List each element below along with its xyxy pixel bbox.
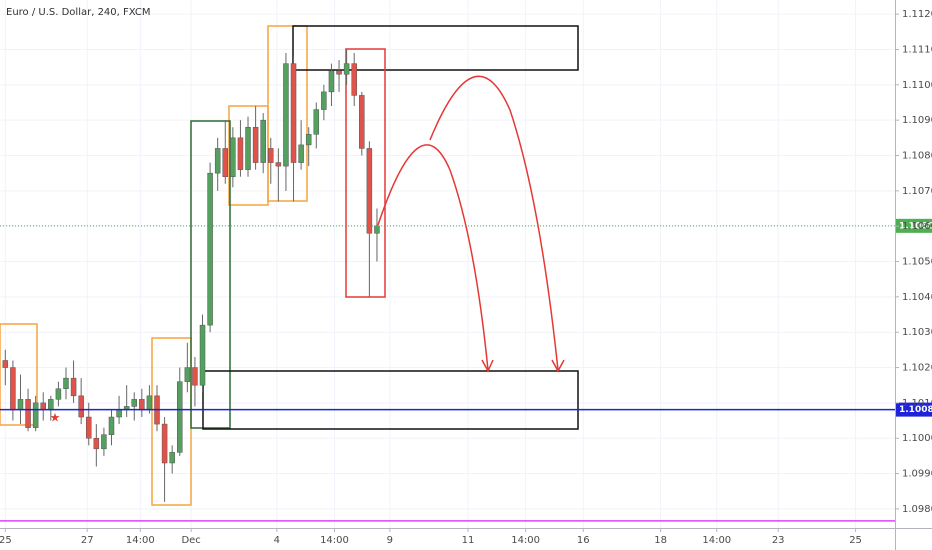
x-tick-label: 14:00: [320, 535, 349, 546]
event-star: ★: [50, 411, 61, 425]
candle-body: [313, 109, 320, 135]
candle-body: [298, 144, 304, 163]
zone-box: [267, 25, 308, 202]
x-tick-label: Dec: [181, 535, 200, 546]
candles: [2, 49, 380, 502]
x-tick-label: 25: [849, 535, 862, 546]
price-label-box: [896, 218, 932, 233]
candle-body: [359, 95, 365, 149]
candle-body: [93, 437, 100, 450]
x-tick-label: 18: [654, 535, 667, 546]
candle-body: [374, 225, 380, 234]
y-tick-label: 1.10100: [902, 398, 932, 409]
candle-body: [343, 63, 350, 75]
candle-body: [10, 367, 16, 411]
price-label-box: [896, 402, 932, 417]
x-tick-label: 4: [274, 535, 280, 546]
candle-body: [222, 148, 229, 177]
candle-body: [2, 360, 9, 368]
y-tick-label: 1.10600: [902, 221, 932, 232]
candle-body: [25, 399, 31, 428]
candle-body: [169, 452, 175, 464]
x-tick-label: 14:00: [126, 535, 155, 546]
candle-body: [328, 70, 335, 93]
candle-body: [351, 63, 357, 96]
y-tick-label: 1.10200: [902, 363, 932, 374]
candle-body: [78, 395, 84, 418]
candle-body: [192, 367, 198, 386]
candle-body: [116, 409, 122, 418]
zone-box: [190, 120, 231, 429]
y-tick-label: 1.10500: [902, 257, 932, 268]
candle-body: [139, 399, 145, 411]
arrow-curve: [377, 144, 489, 371]
candle-body: [146, 395, 153, 411]
candle-body: [245, 126, 251, 170]
x-tick-label: 14:00: [511, 535, 540, 546]
arrow-head: [551, 359, 565, 373]
candle-body: [275, 162, 282, 167]
drawings: [0, 25, 579, 506]
candle-body: [260, 119, 266, 163]
y-tick-label: 1.09800: [902, 504, 932, 515]
candle-body: [290, 63, 297, 163]
candle-body: [108, 416, 115, 435]
candle-body: [101, 434, 107, 450]
candle-body: [48, 399, 54, 411]
candle-body: [207, 172, 213, 326]
zone-box: [202, 370, 579, 430]
x-tick-label: 14:00: [702, 535, 731, 546]
y-tick-label: 1.10700: [902, 186, 932, 197]
x-tick-label: 25: [0, 535, 12, 546]
candle-body: [17, 399, 24, 411]
y-tick-label: 1.10300: [902, 327, 932, 338]
arrow-head: [481, 359, 494, 373]
candle-body: [268, 148, 274, 163]
y-tick-label: 1.10400: [902, 292, 932, 303]
candle-body: [230, 137, 236, 177]
grid: [0, 0, 895, 528]
candle-body: [283, 63, 289, 167]
candle-body: [177, 381, 183, 453]
candle-body: [161, 423, 168, 464]
x-tick-label: 9: [387, 535, 393, 546]
x-tick-label: 23: [772, 535, 785, 546]
candle-body: [237, 137, 244, 170]
zone-box: [345, 48, 386, 298]
candle-body: [184, 367, 191, 382]
y-tick-label: 1.11000: [902, 80, 932, 91]
y-tick-label: 1.10800: [902, 151, 932, 162]
candle-body: [131, 399, 137, 407]
candle-body: [305, 134, 312, 146]
candle-body: [336, 70, 342, 75]
zone-box: [292, 25, 579, 71]
x-tick-label: 16: [577, 535, 590, 546]
candle-body: [63, 377, 69, 390]
arrow-curve: [429, 75, 559, 371]
y-tick-label: 1.09900: [902, 469, 932, 480]
candle-body: [32, 402, 39, 428]
y-tick-label: 1.10900: [902, 115, 932, 126]
y-tick-label: 1.10000: [902, 433, 932, 444]
zone-box: [0, 323, 38, 426]
candle-body: [214, 148, 221, 174]
candle-body: [321, 91, 327, 110]
candle-body: [252, 126, 259, 163]
candle-body: [199, 324, 206, 386]
x-tick-label: 11: [462, 535, 475, 546]
candle-body: [55, 388, 62, 400]
candle-body: [366, 148, 373, 234]
candle-body: [70, 377, 77, 397]
x-tick-label: 27: [81, 535, 94, 546]
candle-body: [85, 416, 92, 439]
axes: 1.09800 1.09900 1.10000 1.10100 1.10200 1.103…: [0, 9, 932, 546]
y-tick-label: 1.11200: [902, 9, 932, 20]
chart-title: Euro / U.S. Dollar, 240, FXCM: [6, 7, 151, 18]
y-tick-label: 1.11100: [902, 44, 932, 55]
